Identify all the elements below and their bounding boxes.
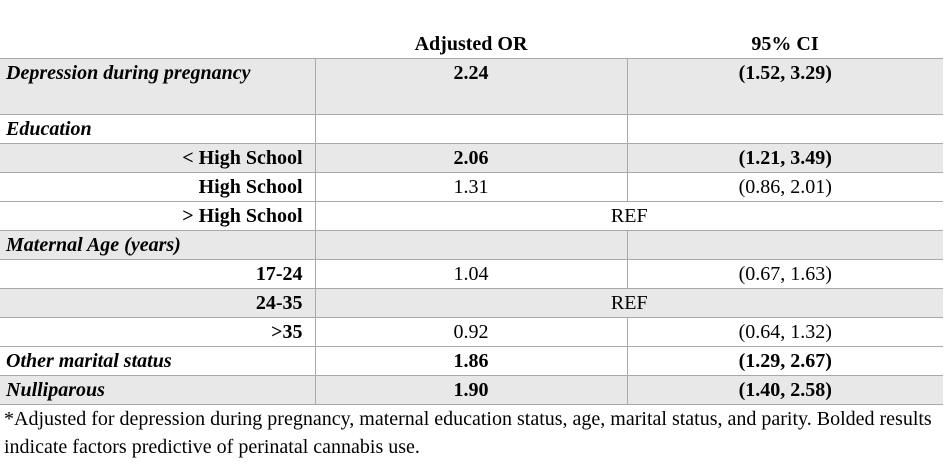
adjusted-or-value: 1.04: [314, 259, 628, 289]
ci-value: [626, 114, 943, 144]
ci-value: (0.67, 1.63): [626, 259, 943, 289]
row-label: Education: [0, 114, 316, 144]
row-label: < High School: [0, 143, 316, 173]
ci-value: (1.40, 2.58): [626, 375, 943, 405]
adjusted-or-value: 1.90: [314, 375, 628, 405]
row-label: Other marital status: [0, 346, 316, 376]
row-label: Depression during pregnancy: [0, 58, 316, 115]
reference-value: REF: [314, 201, 943, 231]
header-row: Adjusted OR 95% CI: [0, 30, 943, 59]
table-row: High School 1.31 (0.86, 2.01): [0, 172, 943, 202]
table-row: Depression during pregnancy 2.24 (1.52, …: [0, 58, 943, 115]
table-row: < High School 2.06 (1.21, 3.49): [0, 143, 943, 173]
adjusted-or-value: 2.24: [314, 58, 628, 115]
ci-value: (1.29, 2.67): [626, 346, 943, 376]
table-footnote: *Adjusted for depression during pregnanc…: [4, 408, 932, 458]
adjusted-or-value: [314, 114, 628, 144]
header-variable: [0, 30, 315, 59]
ci-value: (1.21, 3.49): [626, 143, 943, 173]
adjusted-or-value: 0.92: [314, 317, 628, 347]
table-row: Other marital status 1.86 (1.29, 2.67): [0, 346, 943, 376]
adjusted-or-value: [314, 230, 628, 260]
header-adjusted-or: Adjusted OR: [315, 30, 627, 59]
row-label: >35: [0, 317, 316, 347]
table-row: Nulliparous 1.90 (1.40, 2.58): [0, 375, 943, 405]
table-row: >35 0.92 (0.64, 1.32): [0, 317, 943, 347]
adjusted-or-value: 1.86: [314, 346, 628, 376]
reference-value: REF: [314, 288, 943, 318]
table-row: Maternal Age (years): [0, 230, 943, 260]
odds-ratio-table-container: Adjusted OR 95% CI Depression during pre…: [0, 30, 944, 461]
row-label: > High School: [0, 201, 316, 231]
adjusted-or-value: 1.31: [314, 172, 628, 202]
table-row: 24-35 REF: [0, 288, 943, 318]
row-label: Nulliparous: [0, 375, 316, 405]
ci-value: [626, 230, 943, 260]
row-label: 24-35: [0, 288, 316, 318]
header-95-ci: 95% CI: [627, 30, 943, 59]
row-label: Maternal Age (years): [0, 230, 316, 260]
ci-value: (1.52, 3.29): [626, 58, 943, 115]
table-row: 17-24 1.04 (0.67, 1.63): [0, 259, 943, 289]
row-label: High School: [0, 172, 316, 202]
odds-ratio-table: Adjusted OR 95% CI Depression during pre…: [0, 30, 943, 405]
ci-value: (0.64, 1.32): [626, 317, 943, 347]
table-row: > High School REF: [0, 201, 943, 231]
table-row: Education: [0, 114, 943, 144]
ci-value: (0.86, 2.01): [626, 172, 943, 202]
adjusted-or-value: 2.06: [314, 143, 628, 173]
row-label: 17-24: [0, 259, 316, 289]
